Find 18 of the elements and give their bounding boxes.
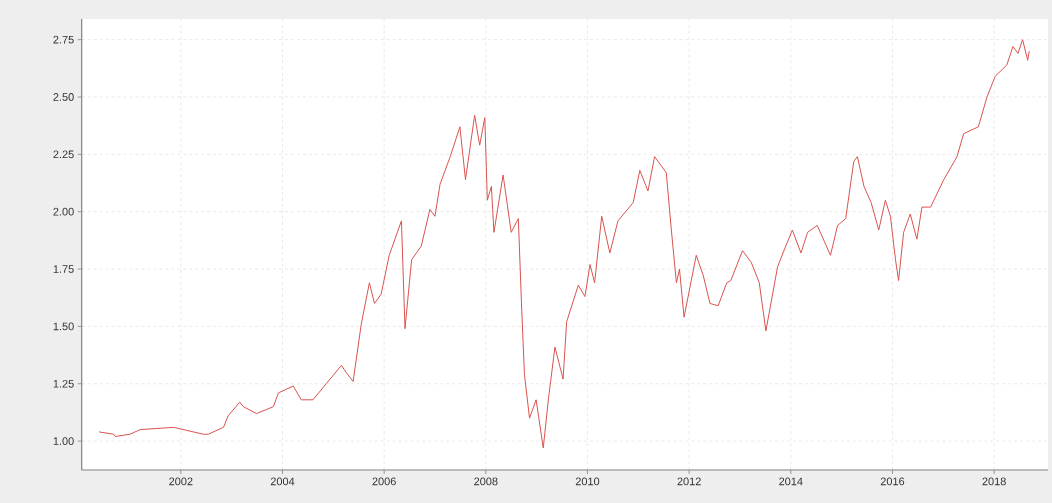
x-tick-label: 2012 xyxy=(677,477,701,486)
x-tick-label: 2016 xyxy=(880,477,905,486)
y-tick-label: 1.50 xyxy=(53,322,74,331)
y-tick-label: 1.75 xyxy=(53,265,74,273)
y-tick-label: 2.25 xyxy=(53,150,74,159)
x-tick-label: 2008 xyxy=(474,477,498,486)
x-tick-label: 2014 xyxy=(779,477,803,486)
y-tick-label: 1.25 xyxy=(53,379,74,388)
x-tick-label: 2006 xyxy=(372,477,396,486)
x-tick-label: 2010 xyxy=(575,477,600,486)
y-tick-label: 2.75 xyxy=(53,35,74,44)
x-tick-label: 2018 xyxy=(982,477,1006,486)
x-tick-label: 2004 xyxy=(270,477,295,486)
y-tick-label: 1.00 xyxy=(53,437,74,445)
x-tick-label: 2002 xyxy=(169,477,193,486)
line-series xyxy=(98,39,1030,449)
y-tick-label: 2.50 xyxy=(53,93,74,101)
y-tick-label: 2.00 xyxy=(53,207,74,216)
